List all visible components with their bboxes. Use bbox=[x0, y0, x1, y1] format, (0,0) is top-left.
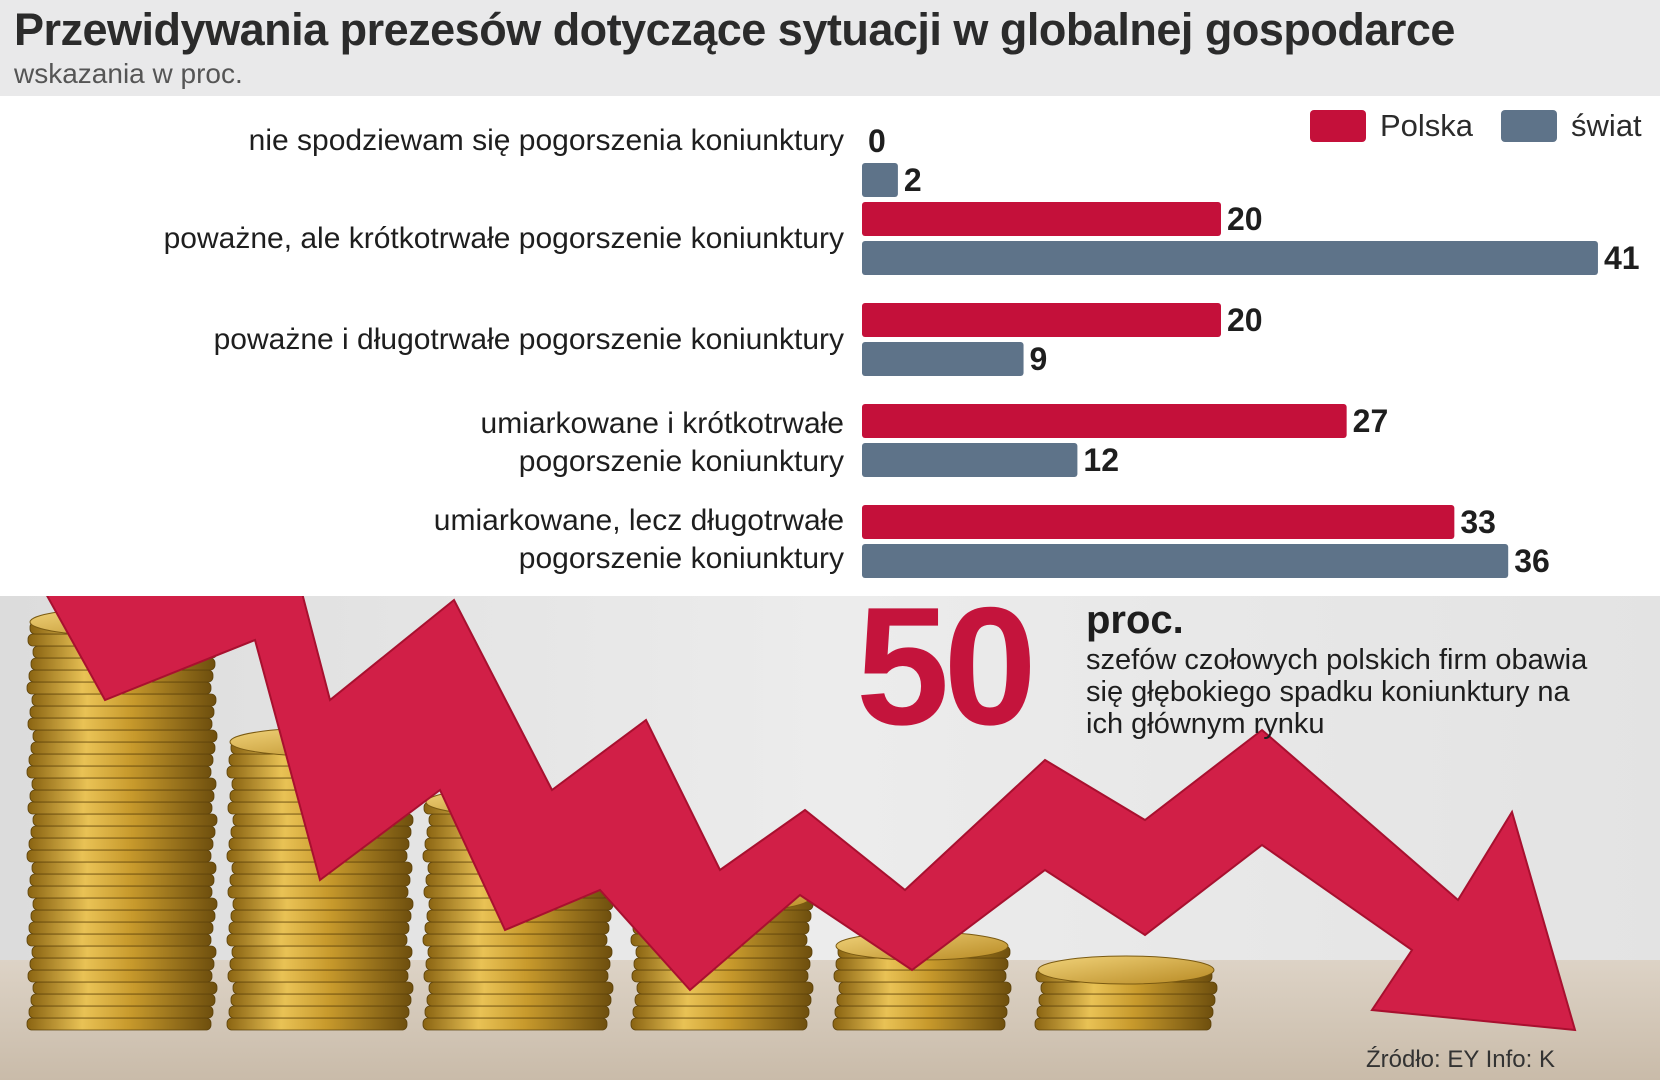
category-label-line: poważne i długotrwałe pogorszenie koniun… bbox=[213, 323, 844, 356]
data-label-polska: 20 bbox=[1227, 302, 1263, 338]
data-label-polska: 0 bbox=[868, 123, 886, 159]
bar-swiat bbox=[862, 342, 1024, 376]
data-label-polska: 20 bbox=[1227, 201, 1263, 237]
bar-swiat bbox=[862, 163, 898, 197]
legend-label-polska: Polska bbox=[1380, 108, 1474, 143]
category-label-line: umiarkowane, lecz długotrwałe bbox=[433, 504, 844, 537]
category-label: umiarkowane, lecz długotrwałe pogorszeni… bbox=[434, 502, 844, 578]
category-label: poważne i długotrwałe pogorszenie koniun… bbox=[214, 321, 844, 359]
category-label-line: umiarkowane i krótkotrwałe bbox=[480, 407, 844, 440]
bar-polska bbox=[862, 303, 1221, 337]
legend-item-swiat: świat bbox=[1501, 108, 1642, 144]
chart-subtitle: wskazania w proc. bbox=[14, 58, 243, 89]
highlight-unit: proc. bbox=[1086, 598, 1184, 642]
legend: Polska świat bbox=[1310, 108, 1660, 144]
highlight-number: 50 bbox=[856, 572, 1037, 760]
category-label: nie spodziewam się pogorszenia koniunktu… bbox=[249, 122, 844, 160]
source-credit: Źródło: EY Info: K bbox=[1366, 1046, 1555, 1073]
data-label-swiat: 12 bbox=[1083, 442, 1119, 478]
data-label-swiat: 41 bbox=[1604, 240, 1640, 276]
bar-swiat bbox=[862, 443, 1078, 477]
bar-polska bbox=[862, 505, 1455, 539]
legend-label-swiat: świat bbox=[1571, 108, 1642, 143]
category-label-line: pogorszenie koniunktury bbox=[518, 542, 844, 575]
data-label-swiat: 2 bbox=[904, 162, 922, 198]
legend-item-polska: Polska bbox=[1310, 108, 1473, 144]
data-label-polska: 27 bbox=[1353, 403, 1389, 439]
header-band bbox=[0, 0, 1660, 96]
data-label-swiat: 36 bbox=[1514, 543, 1550, 579]
category-label-line: nie spodziewam się pogorszenia koniunktu… bbox=[248, 124, 844, 157]
legend-swatch-polska bbox=[1310, 110, 1366, 142]
bar-polska bbox=[862, 202, 1221, 236]
category-label: poważne, ale krótkotrwałe pogorszenie ko… bbox=[164, 220, 844, 258]
falling-arrow-icon bbox=[4, 299, 1577, 1032]
bar-swiat bbox=[862, 544, 1509, 578]
coin-top bbox=[1037, 955, 1215, 985]
data-label-polska: 33 bbox=[1460, 504, 1496, 540]
category-label-line: poważne, ale krótkotrwałe pogorszenie ko… bbox=[163, 222, 844, 255]
data-label-swiat: 9 bbox=[1030, 341, 1048, 377]
chart-title: Przewidywania prezesów dotyczące sytuacj… bbox=[14, 4, 1455, 55]
bar-swiat bbox=[862, 241, 1598, 275]
legend-swatch-swiat bbox=[1501, 110, 1558, 142]
category-label-line: pogorszenie koniunktury bbox=[518, 445, 844, 478]
category-label: umiarkowane i krótkotrwałe pogorszenie k… bbox=[481, 405, 844, 481]
highlight-text: szefów czołowych polskich firm obawia si… bbox=[1086, 644, 1588, 740]
bar-polska bbox=[862, 404, 1347, 438]
